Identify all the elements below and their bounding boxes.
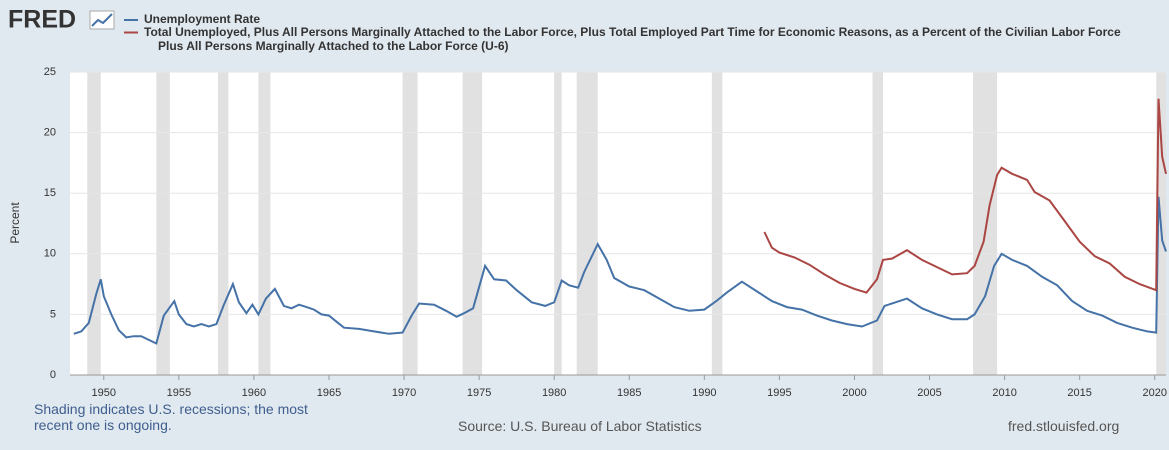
y-tick-label: 15 [44,187,56,199]
y-tick-label: 0 [50,369,56,381]
recession-note: Shading indicates U.S. recessions; the m… [34,401,308,433]
x-tick-label: 1990 [692,387,716,399]
recession [576,72,598,375]
x-tick-label: 2020 [1142,387,1166,399]
legend-label: Total Unemployed, Plus All Persons Margi… [144,25,1121,53]
recession [402,72,418,375]
x-tick-label: 1955 [167,387,191,399]
source: Source: U.S. Bureau of Labor Statistics [458,418,702,434]
recession [87,72,101,375]
y-tick-label: 25 [44,66,56,78]
x-tick-label: 2015 [1067,387,1091,399]
x-tick-label: 1980 [542,387,566,399]
x-tick-label: 1995 [767,387,791,399]
x-tick-label: 2005 [917,387,941,399]
y-tick-label: 5 [50,308,56,320]
recession [462,72,483,375]
recession [711,72,723,375]
x-tick-label: 1970 [392,387,416,399]
recession [554,72,562,375]
y-tick-label: 20 [44,127,56,139]
x-tick-label: 1960 [242,387,266,399]
x-tick-label: 1985 [617,387,641,399]
recession [156,72,170,375]
chart: FRED Percent 0 5 10 15 20 25 1950 1955 1960 1965 1… [8,6,1167,399]
x-tick-label: 2010 [992,387,1016,399]
legend-label: Unemployment Rate [144,12,260,26]
logo: FRED [8,6,76,34]
x-tick-label: 1965 [317,387,341,399]
x-tick-label: 2000 [842,387,866,399]
legend-line: Total Unemployed, Plus All Persons Margi… [144,25,1121,39]
site: fred.stlouisfed.org [1008,418,1120,434]
recession [872,72,883,375]
recession [258,72,271,375]
x-tick-label: 1975 [467,387,491,399]
series-line [763,98,1167,294]
logo-icon [89,10,115,30]
recession [973,72,998,375]
y-tick-label: 10 [44,248,56,260]
legend-line: Plus All Persons Marginally Attached to … [158,39,509,53]
plot-area [70,72,1166,375]
y-axis-label: Percent [8,202,22,244]
x-tick-label: 1950 [92,387,116,399]
series-line [73,196,1167,345]
recession [217,72,229,375]
